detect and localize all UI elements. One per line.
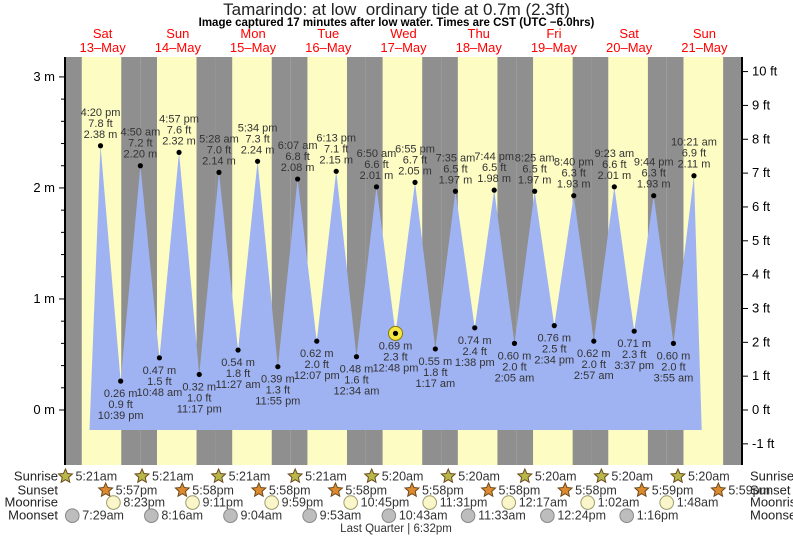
- svg-text:10:48 am: 10:48 am: [136, 387, 182, 399]
- svg-text:2.20 m: 2.20 m: [124, 149, 158, 161]
- svg-text:Sunrise: Sunrise: [14, 468, 58, 483]
- svg-text:2.05 m: 2.05 m: [398, 165, 432, 177]
- svg-text:1 ft: 1 ft: [752, 368, 770, 383]
- svg-text:2 ft: 2 ft: [752, 334, 770, 349]
- svg-text:1:02am: 1:02am: [598, 496, 640, 510]
- svg-text:1.97 m: 1.97 m: [518, 174, 552, 186]
- svg-text:2.32 m: 2.32 m: [162, 135, 196, 147]
- svg-text:1:17 am: 1:17 am: [415, 378, 455, 390]
- svg-text:11:55 pm: 11:55 pm: [255, 396, 300, 408]
- svg-text:12:07 pm: 12:07 pm: [294, 370, 340, 382]
- svg-text:1:48am: 1:48am: [677, 496, 719, 510]
- svg-text:11:31pm: 11:31pm: [440, 496, 488, 510]
- svg-text:9 ft: 9 ft: [752, 97, 770, 112]
- svg-text:5:21am: 5:21am: [152, 469, 194, 483]
- svg-text:9:59pm: 9:59pm: [282, 496, 324, 510]
- svg-text:7:29am: 7:29am: [82, 509, 124, 523]
- svg-text:9:53am: 9:53am: [320, 509, 362, 523]
- svg-text:2.24 m: 2.24 m: [241, 144, 275, 156]
- svg-text:4 ft: 4 ft: [752, 267, 770, 282]
- svg-text:1:38 pm: 1:38 pm: [455, 357, 495, 369]
- svg-text:10 ft: 10 ft: [752, 64, 778, 79]
- svg-text:5:20am: 5:20am: [688, 469, 730, 483]
- svg-text:12:34 am: 12:34 am: [334, 386, 380, 398]
- svg-text:2.38 m: 2.38 m: [84, 129, 118, 141]
- svg-text:10:39 pm: 10:39 pm: [98, 410, 144, 422]
- svg-text:5:20am: 5:20am: [535, 469, 577, 483]
- svg-text:5:20am: 5:20am: [382, 469, 424, 483]
- svg-text:5:21am: 5:21am: [75, 469, 117, 483]
- svg-text:12:48 pm: 12:48 pm: [373, 362, 419, 374]
- svg-text:2:05 am: 2:05 am: [495, 372, 535, 384]
- svg-text:Moonset: Moonset: [8, 508, 58, 523]
- svg-text:12:24pm: 12:24pm: [557, 509, 606, 523]
- svg-text:8:23pm: 8:23pm: [123, 496, 165, 510]
- svg-text:2.01 m: 2.01 m: [360, 170, 394, 182]
- svg-text:5 ft: 5 ft: [752, 233, 770, 248]
- svg-text:Last Quarter | 6:32pm: Last Quarter | 6:32pm: [340, 523, 452, 535]
- svg-text:2.14 m: 2.14 m: [202, 155, 236, 167]
- svg-text:1.93 m: 1.93 m: [557, 179, 591, 191]
- svg-text:2:57 am: 2:57 am: [574, 370, 614, 382]
- svg-text:Sunrise: Sunrise: [750, 468, 793, 483]
- svg-text:1.97 m: 1.97 m: [439, 174, 473, 186]
- svg-text:Moonset: Moonset: [750, 508, 793, 523]
- svg-text:1.93 m: 1.93 m: [637, 179, 671, 191]
- svg-text:1.98 m: 1.98 m: [477, 173, 511, 185]
- svg-text:11:17 pm: 11:17 pm: [177, 403, 222, 415]
- svg-text:8:16am: 8:16am: [161, 509, 203, 523]
- svg-text:5:20am: 5:20am: [458, 469, 500, 483]
- svg-text:2 m: 2 m: [33, 180, 55, 195]
- svg-text:5:59pm: 5:59pm: [728, 483, 770, 497]
- svg-text:11:27 am: 11:27 am: [216, 379, 261, 391]
- svg-text:8 ft: 8 ft: [752, 131, 770, 146]
- svg-text:3:55 am: 3:55 am: [654, 372, 694, 384]
- svg-text:1 m: 1 m: [33, 291, 55, 306]
- svg-text:9:11pm: 9:11pm: [203, 496, 244, 510]
- svg-text:2.15 m: 2.15 m: [319, 154, 353, 166]
- svg-text:0 m: 0 m: [33, 402, 55, 417]
- svg-text:10:43am: 10:43am: [399, 509, 448, 523]
- svg-text:6 ft: 6 ft: [752, 199, 770, 214]
- svg-text:3 m: 3 m: [33, 69, 55, 84]
- svg-text:2.11 m: 2.11 m: [678, 159, 711, 171]
- svg-text:1:16pm: 1:16pm: [637, 509, 679, 523]
- svg-text:2.01 m: 2.01 m: [597, 170, 631, 182]
- svg-text:7 ft: 7 ft: [752, 165, 770, 180]
- svg-text:3:37 pm: 3:37 pm: [614, 360, 654, 372]
- svg-text:5:21am: 5:21am: [229, 469, 271, 483]
- svg-text:2.08 m: 2.08 m: [281, 162, 315, 174]
- svg-text:2:34 pm: 2:34 pm: [534, 355, 574, 367]
- svg-text:-1 ft: -1 ft: [752, 436, 775, 451]
- svg-text:0 ft: 0 ft: [752, 402, 770, 417]
- svg-text:5:20am: 5:20am: [611, 469, 653, 483]
- svg-text:10:45pm: 10:45pm: [361, 496, 410, 510]
- svg-text:5:21am: 5:21am: [305, 469, 347, 483]
- svg-text:9:04am: 9:04am: [240, 509, 282, 523]
- svg-text:12:17am: 12:17am: [519, 496, 568, 510]
- svg-text:3 ft: 3 ft: [752, 300, 770, 315]
- svg-text:11:33am: 11:33am: [478, 509, 526, 523]
